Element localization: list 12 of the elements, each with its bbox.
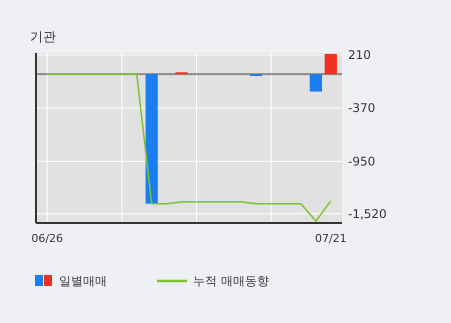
y-tick-label: -950 xyxy=(348,154,376,168)
y-tick-label: -370 xyxy=(348,101,376,116)
y-tick-label: -1,520 xyxy=(348,206,387,221)
legend-label: 일별매매 xyxy=(59,274,107,288)
legend-label: 누적 매매동향 xyxy=(193,274,269,288)
x-tick-label: 06/26 xyxy=(31,232,64,245)
x-tick-label: 07/21 xyxy=(314,232,347,245)
chart-title: 기관 xyxy=(30,30,56,45)
bar xyxy=(146,74,158,204)
bar xyxy=(310,74,322,92)
bar xyxy=(324,54,337,74)
y-tick-label: 210 xyxy=(348,48,371,62)
